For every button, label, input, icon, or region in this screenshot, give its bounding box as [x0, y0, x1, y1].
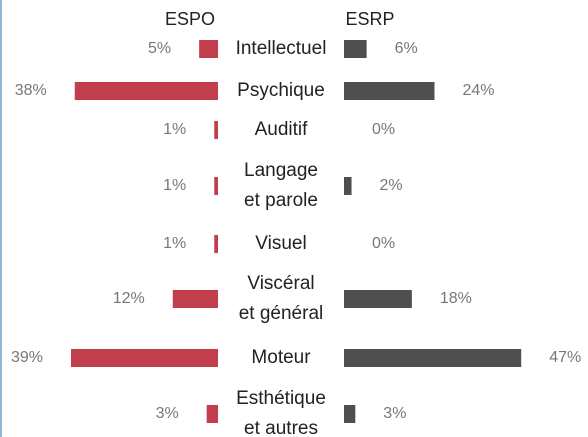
value-label: 12% — [113, 290, 145, 307]
value-label: 6% — [395, 40, 418, 57]
value-label: 1% — [163, 235, 186, 252]
category-label: Moteur — [251, 347, 311, 368]
bar — [344, 177, 352, 195]
series-header: ESPO — [165, 9, 215, 29]
category-label: et général — [239, 303, 324, 324]
category-label: et parole — [244, 190, 318, 211]
value-label: 24% — [462, 82, 494, 99]
category-label: Psychique — [237, 80, 325, 101]
value-label: 3% — [383, 405, 406, 422]
category-label: Visuel — [255, 233, 306, 254]
bar — [172, 290, 218, 308]
bar — [344, 405, 356, 423]
bar — [344, 290, 412, 308]
value-label: 2% — [380, 177, 403, 194]
category-label: et autres — [244, 418, 318, 437]
series-header: ESRP — [345, 9, 394, 29]
value-label: 5% — [148, 40, 171, 57]
bar — [214, 177, 218, 195]
bar — [344, 82, 435, 100]
value-label: 47% — [549, 349, 581, 366]
bar — [344, 349, 522, 367]
category-label: Langage — [244, 160, 318, 181]
bar — [206, 405, 218, 423]
category-label: Auditif — [255, 119, 309, 140]
value-label: 3% — [156, 405, 179, 422]
bar — [199, 40, 218, 58]
bar — [70, 349, 218, 367]
category-label: Esthétique — [236, 388, 326, 409]
value-label: 0% — [372, 235, 395, 252]
bar — [214, 121, 218, 139]
bar — [214, 235, 218, 253]
value-label: 1% — [163, 177, 186, 194]
bar — [344, 40, 367, 58]
value-label: 39% — [11, 349, 43, 366]
value-label: 1% — [163, 121, 186, 138]
value-label: 38% — [15, 82, 47, 99]
bar — [74, 82, 219, 100]
value-label: 18% — [440, 290, 472, 307]
value-label: 0% — [372, 121, 395, 138]
category-label: Intellectuel — [236, 38, 327, 59]
category-label: Viscéral — [247, 273, 314, 294]
